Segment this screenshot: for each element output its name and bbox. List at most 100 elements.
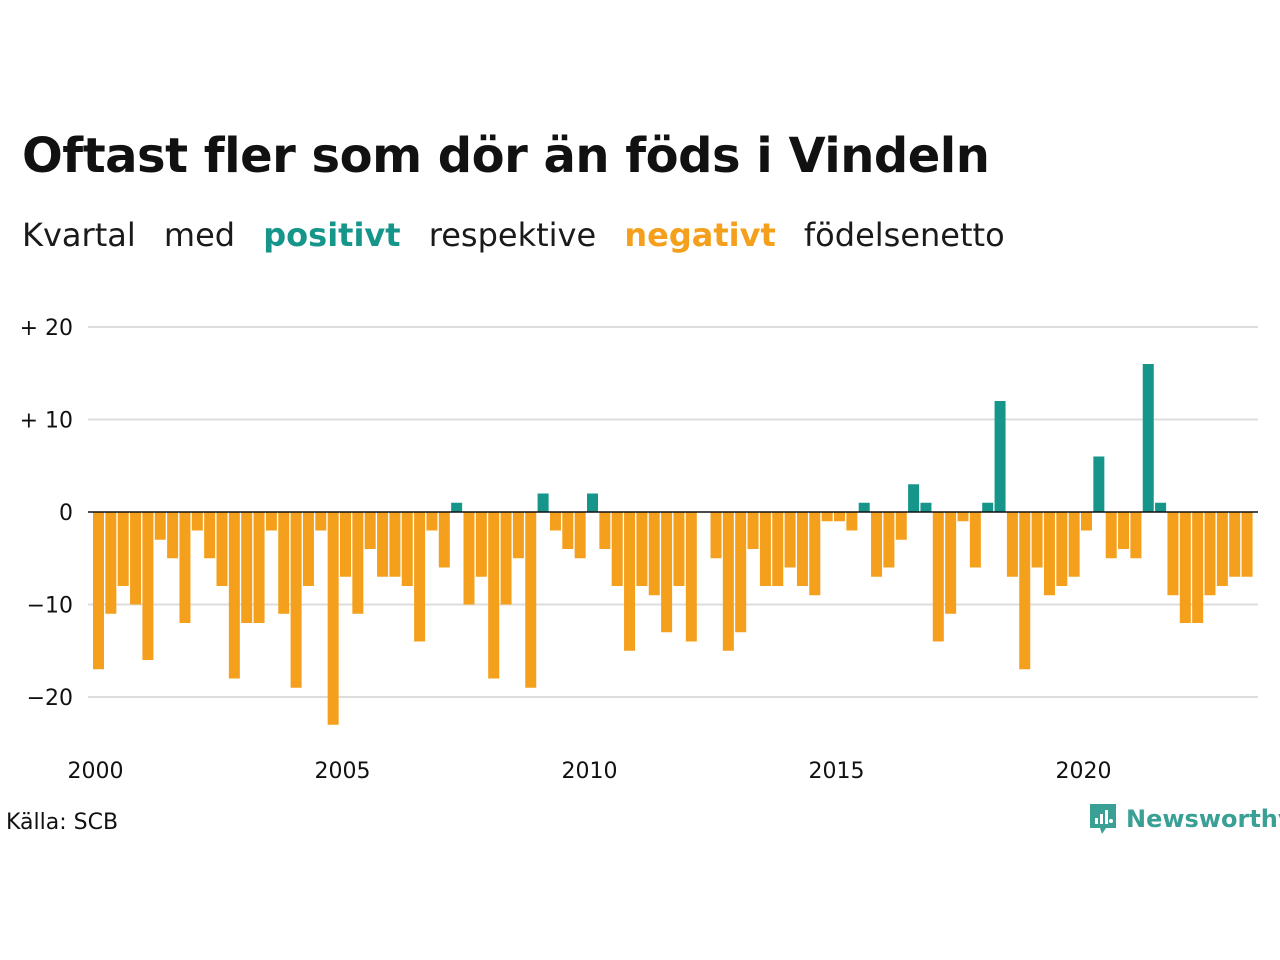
subtitle-word-kvartal: Kvartal (22, 216, 136, 254)
x-tick-label: 2010 (562, 759, 618, 784)
bar (216, 512, 228, 586)
bar (858, 502, 870, 512)
bar (1056, 512, 1068, 586)
bar (759, 512, 771, 586)
bar (352, 512, 364, 614)
bar (908, 484, 920, 512)
bar (821, 512, 833, 522)
bar (265, 512, 277, 531)
bar (661, 512, 673, 633)
bar (624, 512, 636, 651)
bar (204, 512, 216, 559)
bar (1081, 512, 1092, 531)
y-tick-label: 0 (59, 501, 73, 526)
bar (93, 512, 104, 670)
y-tick-label: + 10 (20, 409, 73, 434)
bar (969, 512, 981, 568)
bar (648, 512, 660, 596)
x-tick-label: 2015 (809, 759, 865, 784)
bar (1167, 512, 1179, 596)
y-tick-label: −20 (27, 686, 73, 711)
bar (463, 512, 475, 605)
bar (846, 512, 858, 531)
bar (1179, 512, 1191, 623)
bar (895, 512, 907, 540)
bar (1006, 512, 1018, 577)
bar (451, 502, 463, 512)
bar (685, 512, 697, 642)
bar (994, 401, 1006, 512)
bar (364, 512, 376, 549)
bar (1204, 512, 1216, 596)
bar (1031, 512, 1043, 568)
bar (253, 512, 265, 623)
chart-subtitle: Kvartal med positivt respektive negativt… (22, 216, 1023, 254)
bar (747, 512, 759, 549)
bar (327, 512, 339, 725)
bar (1241, 512, 1253, 577)
bar (957, 512, 969, 522)
y-tick-label: + 20 (20, 316, 73, 341)
bar (130, 512, 142, 605)
bar (710, 512, 722, 559)
chart-title: Oftast fler som dör än föds i Vindeln (22, 128, 990, 184)
subtitle-word-fodelsenetto: födelsenetto (803, 216, 1005, 254)
bar (241, 512, 253, 623)
subtitle-negative-label: negativt (624, 216, 776, 254)
bar (982, 502, 994, 512)
bar (1192, 512, 1204, 623)
bar (796, 512, 808, 586)
bar (599, 512, 611, 549)
bar (611, 512, 623, 586)
bar (525, 512, 537, 688)
bar (340, 512, 351, 577)
bar (179, 512, 191, 623)
bar (142, 512, 154, 660)
bar (1155, 502, 1167, 512)
x-tick-label: 2000 (68, 759, 124, 784)
subtitle-positive-label: positivt (263, 216, 401, 254)
bar (562, 512, 574, 549)
bar (1216, 512, 1228, 586)
bar (834, 512, 845, 522)
bar (1019, 512, 1031, 670)
bar (587, 493, 598, 512)
bar (500, 512, 512, 605)
subtitle-word-med: med (163, 216, 236, 254)
bar (191, 512, 203, 531)
bar (401, 512, 413, 586)
bar (475, 512, 487, 577)
bar (722, 512, 734, 651)
bar (871, 512, 883, 577)
bar (1043, 512, 1055, 596)
bar (735, 512, 747, 633)
bar (228, 512, 240, 679)
bar (1229, 512, 1241, 577)
bar (377, 512, 389, 577)
brand-logo: Newsworthy (1088, 802, 1280, 836)
bar (389, 512, 401, 577)
bar (290, 512, 302, 688)
bar (549, 512, 561, 531)
bar (117, 512, 129, 586)
bar (1093, 456, 1105, 512)
bar (809, 512, 821, 596)
bar (167, 512, 179, 559)
bar (784, 512, 796, 568)
bar (154, 512, 166, 540)
axis-labels: + 20 + 10 0 −10 −20 2000 2005 2010 2015 2020 (20, 316, 1112, 784)
y-tick-label: −10 (27, 594, 73, 619)
bars (88, 364, 1258, 725)
newsworthy-logo-icon (1090, 804, 1116, 834)
bar (1068, 512, 1080, 577)
bar (636, 512, 648, 586)
bar (1118, 512, 1130, 549)
source-note: Källa: SCB (6, 810, 119, 835)
bar (772, 512, 784, 586)
x-tick-label: 2005 (315, 759, 371, 784)
bar (1142, 364, 1154, 512)
bar (883, 512, 895, 568)
bar (512, 512, 524, 559)
bar (920, 502, 932, 512)
bar (426, 512, 438, 531)
